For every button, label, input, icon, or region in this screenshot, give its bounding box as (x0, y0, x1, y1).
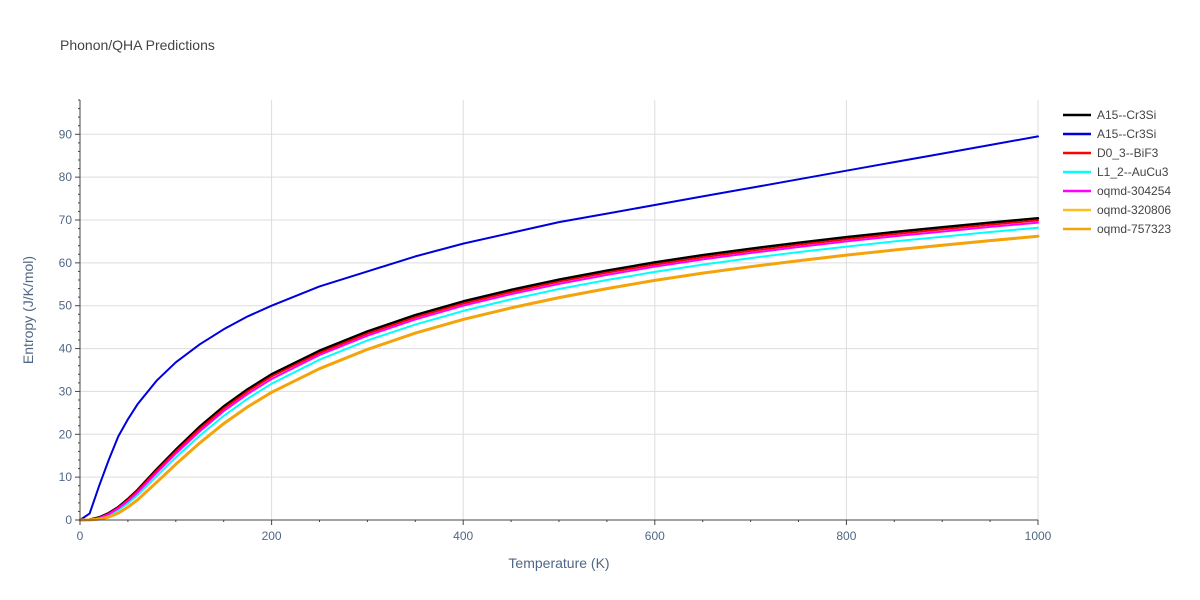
y-tick-label: 70 (59, 213, 73, 227)
series-line-D0_3--BiF3 (79, 219, 1039, 521)
x-tick-label: 600 (645, 529, 665, 543)
x-axis-title: Temperature (K) (508, 555, 609, 571)
series-line-A15--Cr3Si (78, 217, 1040, 522)
chart-title: Phonon/QHA Predictions (60, 37, 215, 53)
series-line-oqmd-757323 (78, 234, 1040, 522)
y-tick-label: 30 (59, 384, 73, 398)
legend-label: oqmd-304254 (1097, 184, 1171, 198)
y-tick-label: 20 (59, 427, 73, 441)
legend-label: D0_3--BiF3 (1097, 146, 1159, 160)
legend-label: A15--Cr3Si (1097, 127, 1156, 141)
axes: 0 200 400 600 800 1000 0 10 20 30 40 50 60 70 80 90 (59, 99, 1052, 543)
y-tick-label: 0 (65, 513, 72, 527)
y-tick-label: 10 (59, 470, 73, 484)
x-tick-label: 1000 (1025, 529, 1052, 543)
series-line-oqmd-304254 (79, 221, 1039, 521)
y-axis-title: Entropy (J/K/mol) (20, 256, 36, 364)
y-tick-label: 60 (59, 256, 73, 270)
legend-label: oqmd-320806 (1097, 203, 1171, 217)
series-lines (78, 135, 1040, 522)
legend-item[interactable]: A15--Cr3Si (1063, 108, 1156, 122)
series-line-L1_2--AuCu3 (79, 226, 1039, 521)
x-tick-label: 400 (453, 529, 473, 543)
legend-item[interactable]: oqmd-757323 (1063, 222, 1171, 236)
series-line-A15--Cr3Si (79, 135, 1039, 521)
y-tick-label: 90 (59, 127, 73, 141)
legend-item[interactable]: oqmd-320806 (1063, 203, 1171, 217)
x-tick-label: 0 (77, 529, 84, 543)
legend: A15--Cr3Si A15--Cr3Si D0_3--BiF3 L1_2--AuCu… (1063, 108, 1171, 236)
legend-item[interactable]: D0_3--BiF3 (1063, 146, 1159, 160)
legend-label: L1_2--AuCu3 (1097, 165, 1169, 179)
legend-label: A15--Cr3Si (1097, 108, 1156, 122)
legend-item[interactable]: L1_2--AuCu3 (1063, 165, 1169, 179)
legend-label: oqmd-757323 (1097, 222, 1171, 236)
grid (80, 100, 1039, 520)
y-tick-label: 40 (59, 342, 73, 356)
legend-item[interactable]: oqmd-304254 (1063, 184, 1171, 198)
y-tick-label: 80 (59, 170, 73, 184)
x-tick-label: 800 (836, 529, 856, 543)
legend-item[interactable]: A15--Cr3Si (1063, 127, 1156, 141)
y-tick-label: 50 (59, 299, 73, 313)
x-tick-label: 200 (262, 529, 282, 543)
